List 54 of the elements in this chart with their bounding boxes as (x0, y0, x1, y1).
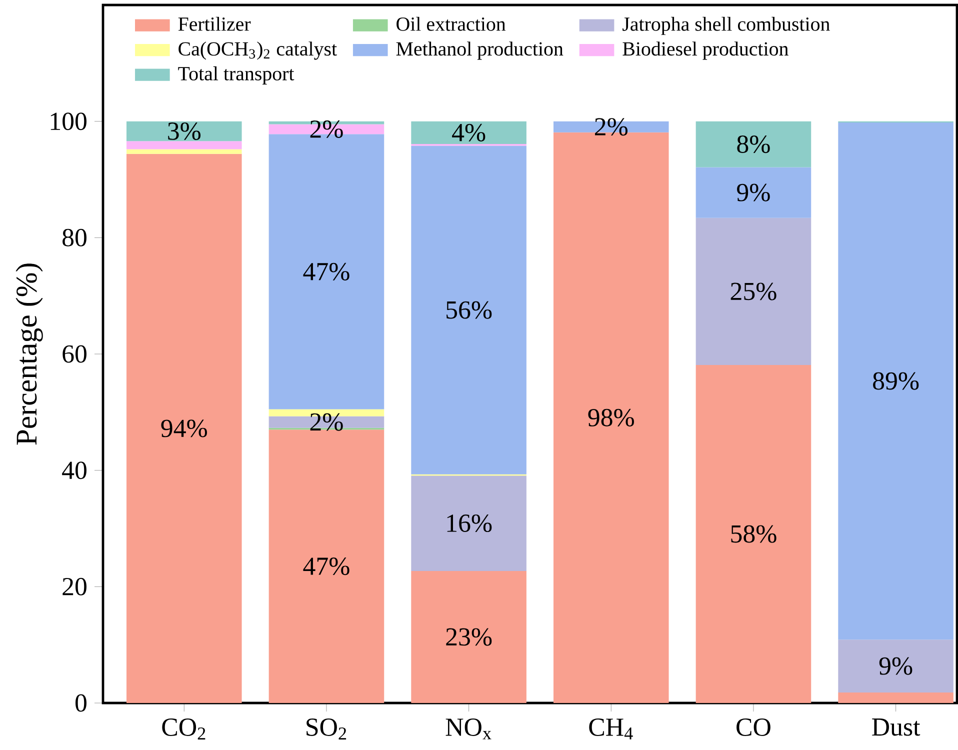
legend-label: Biodiesel production (622, 42, 788, 60)
x-tick-label: CO$_{2}$ (162, 718, 206, 740)
y-tick-label: 60 (62, 345, 86, 363)
y-tick-label: 80 (62, 228, 86, 246)
y-tick-label: 20 (62, 578, 86, 596)
data-label: 9% (879, 657, 912, 675)
bar (411, 476, 526, 571)
data-label: 2% (594, 118, 628, 136)
legend-label: Fertilizer (178, 16, 251, 31)
bar (268, 430, 384, 703)
bar (126, 154, 242, 703)
data-label: 56% (446, 301, 492, 319)
legend-label: Jatropha shell combustion (622, 16, 830, 35)
bar (696, 121, 812, 168)
data-label: 16% (447, 514, 492, 532)
data-label: 4% (452, 124, 486, 142)
y-axis-title: Percentage (%) (16, 264, 43, 445)
bar (126, 141, 242, 150)
y-tick-label: 100 (50, 112, 86, 130)
bar (411, 146, 526, 474)
bar (838, 692, 954, 703)
data-label: 23% (446, 628, 492, 646)
y-tick-label: 40 (62, 462, 86, 480)
bar (126, 149, 242, 154)
data-label: 9% (737, 184, 770, 202)
data-label: 89% (873, 372, 919, 390)
y-tick-label: 0 (76, 694, 86, 712)
data-label: 2% (310, 120, 343, 138)
x-tick-label: CO (736, 718, 770, 736)
data-label: 8% (737, 136, 770, 154)
legend-label: Ca(OCH$_{3}$)$_{2}$ catalyst (178, 42, 337, 60)
bar (838, 122, 954, 640)
x-tick-label: SO$_{2}$ (306, 718, 346, 740)
bar (126, 121, 242, 142)
bar (838, 640, 954, 693)
bar (696, 167, 812, 218)
data-label: 94% (161, 420, 207, 438)
legend-label: Total transport (178, 66, 294, 84)
data-label: 47% (303, 558, 350, 576)
bar (411, 121, 526, 144)
data-label: 25% (730, 282, 776, 300)
bar (411, 570, 526, 703)
data-label: 2% (310, 413, 343, 431)
bar (696, 365, 812, 703)
legend-label: Methanol production (396, 42, 564, 60)
data-label: 47% (303, 262, 350, 280)
data-label: 58% (731, 525, 776, 543)
bar (696, 218, 812, 366)
legend-label: Oil extraction (396, 16, 506, 31)
data-label: 98% (588, 408, 634, 426)
data-label: 3% (168, 122, 201, 140)
x-tick-label: Dust (872, 718, 920, 736)
x-tick-label: NO$_{x}$ (446, 718, 492, 740)
x-tick-label: CH$_{4}$ (589, 718, 633, 740)
